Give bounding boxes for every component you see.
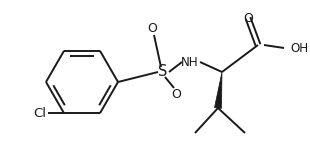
Text: O: O — [243, 11, 253, 24]
Text: S: S — [158, 65, 168, 80]
Polygon shape — [215, 72, 222, 108]
Text: OH: OH — [290, 41, 308, 54]
Text: Cl: Cl — [33, 107, 46, 120]
Text: O: O — [147, 22, 157, 34]
Text: O: O — [171, 88, 181, 101]
Text: NH: NH — [181, 56, 199, 69]
